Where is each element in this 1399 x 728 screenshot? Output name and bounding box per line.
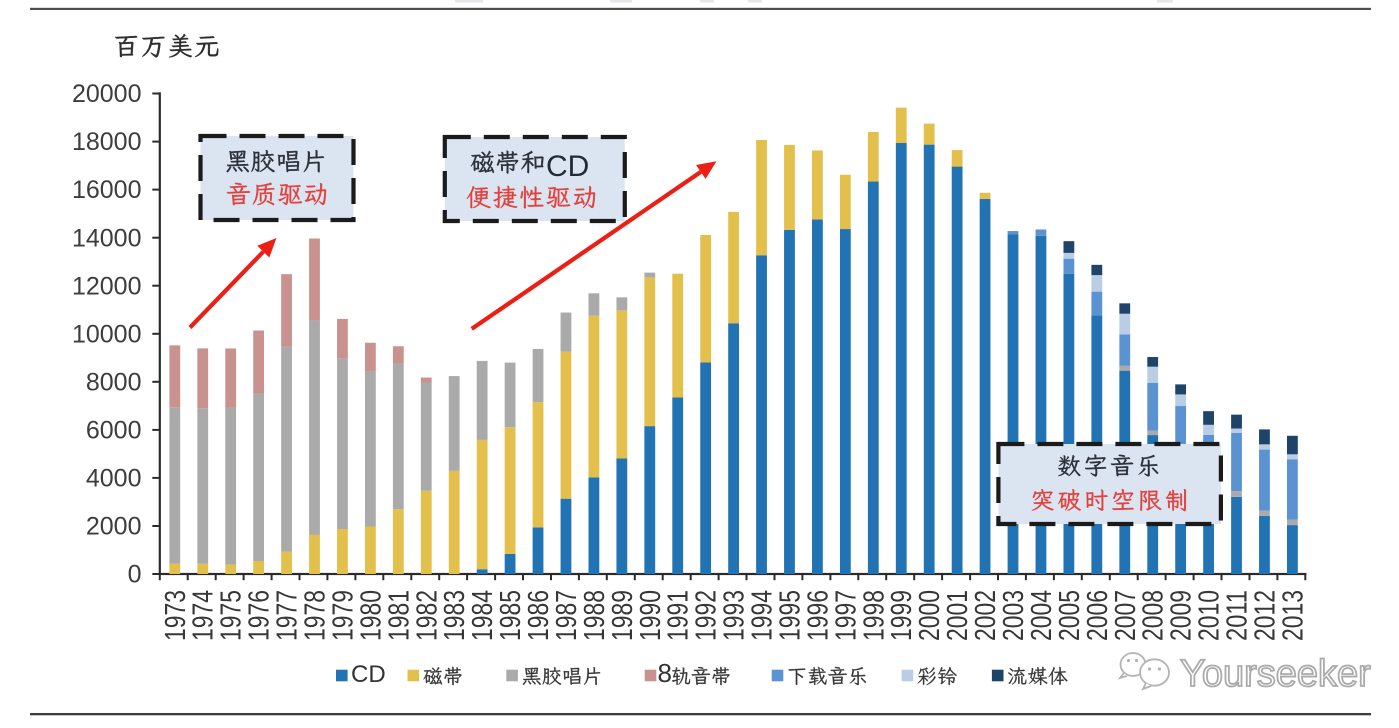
svg-text:1976: 1976	[244, 590, 276, 641]
svg-text:1982: 1982	[411, 590, 443, 641]
svg-text:2006: 2006	[1082, 590, 1114, 641]
svg-text:12000: 12000	[72, 272, 142, 300]
svg-text:CD: CD	[546, 150, 589, 183]
svg-text:1990: 1990	[635, 590, 667, 641]
svg-text:2011: 2011	[1222, 590, 1254, 641]
svg-text:1973: 1973	[160, 590, 192, 641]
svg-text:1991: 1991	[663, 590, 695, 641]
svg-text:0: 0	[128, 561, 142, 589]
svg-text:2008: 2008	[1138, 590, 1170, 641]
svg-text:1995: 1995	[775, 590, 807, 641]
svg-text:2002: 2002	[970, 590, 1002, 641]
svg-text:1977: 1977	[272, 590, 304, 641]
svg-text:1994: 1994	[747, 590, 779, 641]
svg-text:1983: 1983	[439, 590, 471, 641]
svg-text:1999: 1999	[886, 590, 918, 641]
svg-text:18000: 18000	[72, 128, 142, 156]
svg-text:8: 8	[658, 658, 672, 688]
svg-text:Yourseeker: Yourseeker	[1180, 653, 1371, 695]
svg-text:14000: 14000	[72, 224, 142, 252]
svg-text:1978: 1978	[300, 590, 332, 641]
svg-text:4000: 4000	[86, 465, 142, 493]
svg-text:8000: 8000	[86, 368, 142, 396]
svg-text:1989: 1989	[607, 590, 639, 641]
svg-text:2000: 2000	[914, 590, 946, 641]
svg-text:2004: 2004	[1026, 590, 1058, 641]
svg-text:10000: 10000	[72, 320, 142, 348]
svg-text:2010: 2010	[1194, 590, 1226, 641]
svg-text:2003: 2003	[998, 590, 1030, 641]
svg-text:2001: 2001	[942, 590, 974, 641]
svg-text:2009: 2009	[1166, 590, 1198, 641]
svg-text:1974: 1974	[188, 590, 220, 641]
svg-text:1996: 1996	[802, 590, 834, 641]
svg-text:1980: 1980	[355, 590, 387, 641]
svg-text:2012: 2012	[1250, 590, 1282, 641]
svg-text:1988: 1988	[579, 590, 611, 641]
svg-text:1993: 1993	[719, 590, 751, 641]
svg-text:1992: 1992	[691, 590, 723, 641]
svg-text:1975: 1975	[216, 590, 248, 641]
svg-text:2005: 2005	[1054, 590, 1086, 641]
svg-text:1979: 1979	[327, 590, 359, 641]
svg-text:2000: 2000	[86, 513, 142, 541]
svg-text:1985: 1985	[495, 590, 527, 641]
svg-text:1997: 1997	[830, 590, 862, 641]
svg-text:2013: 2013	[1277, 590, 1309, 641]
svg-text:2007: 2007	[1110, 590, 1142, 641]
svg-text:1998: 1998	[858, 590, 890, 641]
svg-text:1987: 1987	[551, 590, 583, 641]
svg-text:16000: 16000	[72, 176, 142, 204]
svg-text:1986: 1986	[523, 590, 555, 641]
svg-text:20000: 20000	[72, 80, 142, 108]
svg-text:CD: CD	[351, 661, 386, 688]
svg-text:1981: 1981	[383, 590, 415, 641]
svg-text:6000: 6000	[86, 417, 142, 445]
svg-text:1984: 1984	[467, 590, 499, 641]
